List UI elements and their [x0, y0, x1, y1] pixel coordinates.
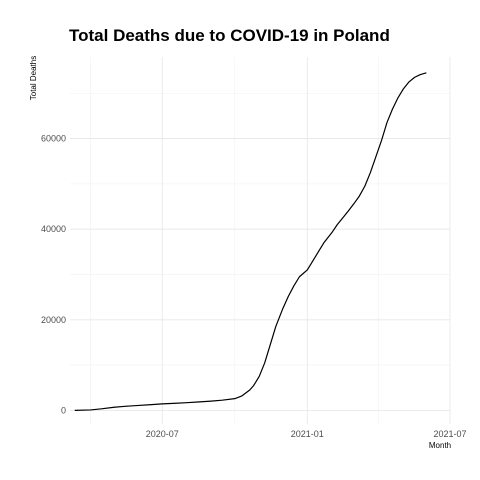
x-axis-title: Month — [429, 441, 451, 450]
y-tick-label: 0 — [61, 405, 66, 415]
grid-lines — [70, 57, 451, 424]
y-tick-label: 60000 — [41, 134, 66, 144]
y-tick-label: 40000 — [41, 224, 66, 234]
x-tick-label: 2020-07 — [146, 429, 179, 439]
series-layer — [74, 72, 427, 412]
y-tick-label: 20000 — [41, 315, 66, 325]
y-tick-labels: 0 20000 40000 60000 — [41, 134, 66, 416]
x-tick-label: 2021-07 — [433, 429, 466, 439]
series-line — [74, 72, 427, 412]
chart-title: Total Deaths due to COVID-19 in Poland — [69, 26, 390, 45]
x-tick-labels: 2020-07 2021-01 2021-07 — [146, 429, 467, 439]
x-tick-label: 2021-01 — [291, 429, 324, 439]
y-axis-title: Total Deaths — [29, 56, 38, 100]
